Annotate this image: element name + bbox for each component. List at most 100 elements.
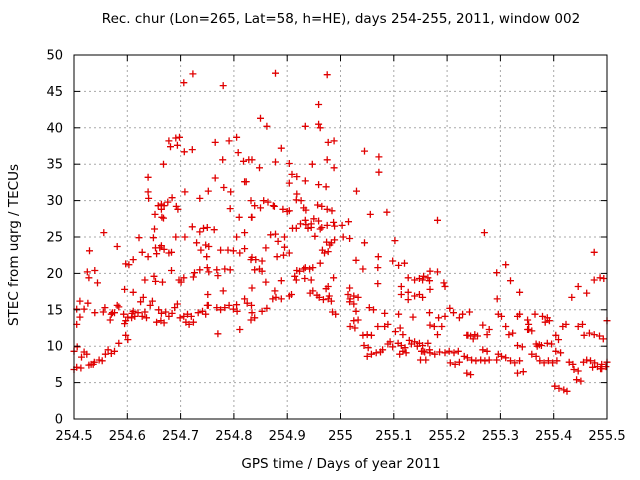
data-point-marker — [463, 354, 471, 362]
data-point-marker — [196, 228, 204, 236]
data-point-marker — [353, 187, 360, 195]
data-point-marker — [434, 331, 441, 339]
data-point-marker — [87, 360, 95, 368]
data-point-marker — [519, 368, 527, 376]
data-point-marker — [307, 220, 315, 228]
data-point-marker — [330, 137, 338, 145]
data-point-marker — [149, 234, 157, 242]
data-point-marker — [460, 352, 468, 360]
data-point-marker — [204, 187, 212, 195]
data-point-marker — [277, 295, 285, 303]
data-point-marker — [590, 331, 598, 339]
data-point-marker — [450, 309, 457, 317]
y-tick-label: 15 — [46, 303, 63, 318]
data-point-marker — [540, 359, 548, 367]
data-point-marker — [180, 312, 188, 320]
data-point-marker — [315, 120, 323, 128]
data-point-marker — [80, 305, 88, 313]
data-point-marker — [516, 288, 524, 296]
data-point-marker — [426, 321, 434, 329]
data-point-marker — [160, 160, 167, 168]
y-tick-label: 5 — [55, 376, 63, 391]
data-point-marker — [154, 202, 162, 210]
data-point-marker — [291, 272, 299, 280]
data-point-marker — [106, 316, 114, 324]
data-point-marker — [307, 276, 315, 284]
x-tick-label: 255.4 — [535, 429, 572, 444]
data-point-marker — [189, 318, 197, 326]
data-point-marker — [270, 202, 278, 210]
data-point-marker — [454, 347, 462, 355]
data-point-marker — [138, 248, 146, 256]
data-point-marker — [600, 275, 608, 282]
data-point-marker — [248, 309, 256, 317]
y-tick-label: 20 — [46, 267, 63, 282]
data-point-marker — [366, 210, 374, 218]
data-point-marker — [346, 298, 354, 306]
data-point-marker — [493, 269, 501, 277]
data-point-marker — [203, 253, 211, 261]
data-point-marker — [481, 357, 489, 365]
data-point-marker — [107, 310, 115, 318]
data-point-marker — [315, 101, 323, 108]
data-point-marker — [498, 312, 505, 320]
data-point-marker — [146, 301, 154, 309]
data-point-marker — [248, 213, 256, 221]
data-point-marker — [267, 231, 275, 239]
data-point-marker — [251, 202, 259, 210]
data-point-marker — [227, 188, 235, 196]
data-point-marker — [469, 335, 477, 343]
data-point-marker — [280, 251, 287, 259]
data-point-marker — [401, 344, 409, 352]
data-point-marker — [574, 323, 582, 330]
data-point-marker — [344, 291, 352, 298]
data-point-marker — [502, 323, 510, 330]
chart-title: Rec. chur (Lon=265, Lat=58, h=HE), days … — [101, 11, 581, 27]
x-tick-label: 254.5 — [55, 429, 92, 444]
data-point-marker — [441, 349, 449, 357]
data-point-marker — [419, 276, 427, 284]
data-point-marker — [602, 363, 610, 371]
data-point-marker — [395, 261, 403, 269]
x-tick-label: 254.7 — [162, 429, 199, 444]
data-point-marker — [557, 349, 565, 357]
data-point-marker — [364, 344, 372, 352]
data-point-marker — [391, 328, 399, 336]
data-point-marker — [214, 272, 222, 280]
data-point-marker — [180, 148, 188, 156]
y-tick-label: 50 — [46, 49, 63, 64]
data-point-marker — [589, 363, 597, 371]
data-point-marker — [122, 260, 130, 268]
data-point-marker — [84, 299, 92, 307]
data-point-marker — [293, 173, 301, 181]
data-point-marker — [446, 304, 454, 312]
data-point-marker — [274, 237, 282, 245]
data-point-marker — [549, 359, 557, 367]
x-tick-label: 255.2 — [428, 429, 465, 444]
data-point-marker — [121, 320, 129, 328]
data-point-marker — [402, 349, 410, 357]
data-point-marker — [325, 292, 333, 300]
data-point-marker — [318, 202, 326, 210]
data-point-marker — [535, 341, 543, 349]
data-point-marker — [322, 183, 330, 191]
data-point-marker — [493, 295, 501, 303]
data-point-marker — [514, 342, 521, 349]
data-point-marker — [411, 292, 419, 300]
data-point-marker — [323, 156, 331, 164]
data-point-marker — [213, 304, 221, 312]
data-point-marker — [555, 384, 563, 392]
data-point-marker — [76, 313, 84, 321]
data-point-marker — [289, 224, 296, 232]
data-point-marker — [300, 265, 308, 273]
data-point-marker — [152, 244, 159, 252]
data-point-marker — [415, 275, 423, 282]
data-point-marker — [143, 314, 150, 322]
data-point-marker — [434, 268, 441, 276]
data-point-marker — [191, 269, 198, 277]
data-point-marker — [225, 301, 233, 309]
data-point-marker — [248, 253, 256, 261]
data-point-marker — [502, 261, 510, 269]
data-point-marker — [421, 348, 429, 356]
